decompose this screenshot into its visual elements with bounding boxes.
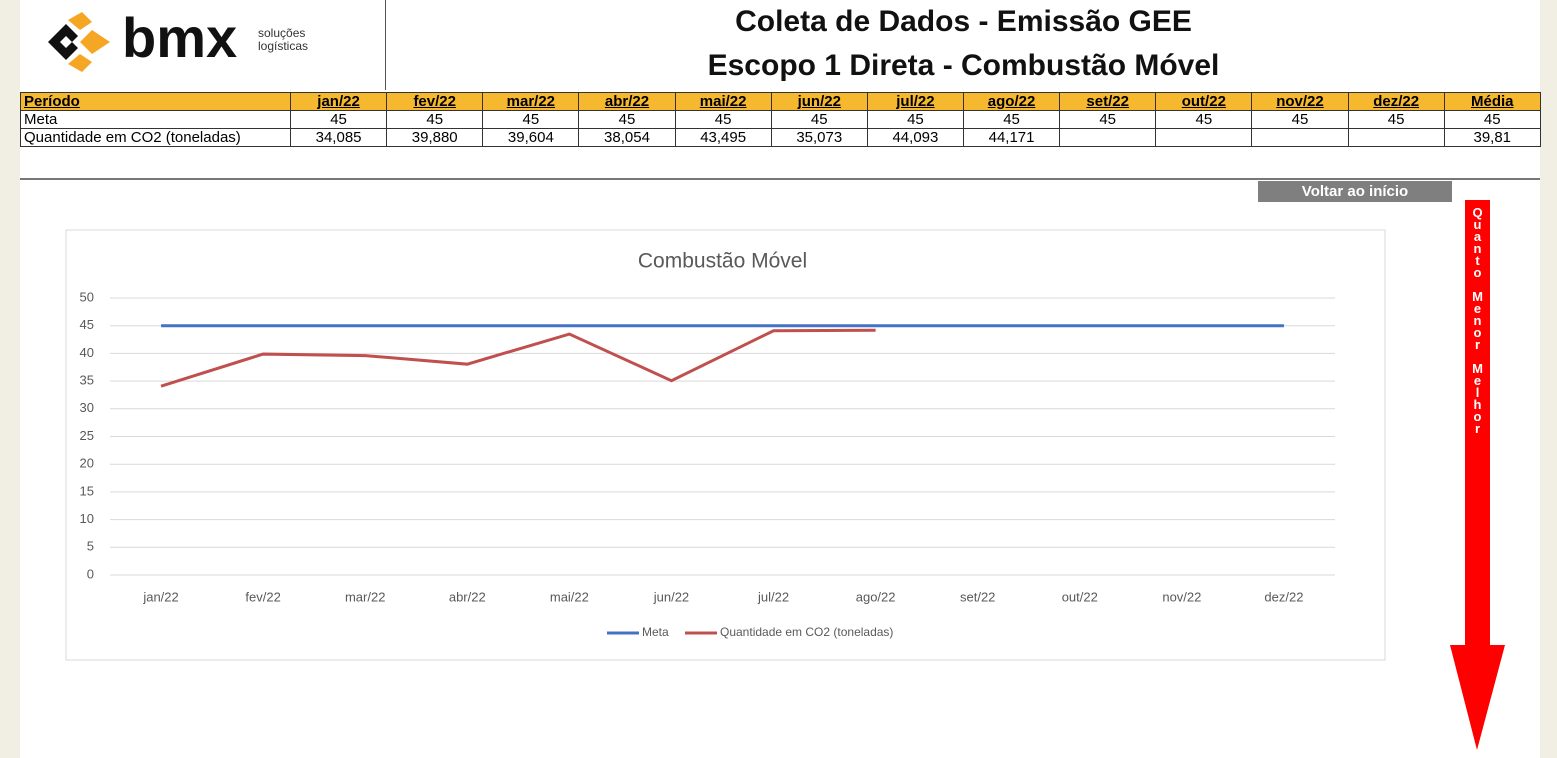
arrow (1450, 200, 1505, 750)
table-row: Meta 45 45 45 45 45 45 45 45 45 45 45 45 45 (20, 110, 1541, 129)
y-tick-label: 35 (80, 373, 94, 388)
series-line (160, 328, 876, 388)
table-cell: jul/22 (866, 92, 964, 111)
table-cell: 45 (1155, 110, 1253, 129)
table-row: Quantidade em CO2 (toneladas) 34,085 39,88… (20, 128, 1541, 147)
table-row: Período jan/22 fev/22 mar/22 abr/22 mai/22 jun… (20, 92, 1541, 111)
x-tick-label: nov/22 (1162, 589, 1201, 604)
table-cell: 45 (1347, 110, 1445, 129)
title: Escopo 1 Direta - Combustão Móvel (707, 49, 1220, 82)
table-cell: ago/22 (962, 92, 1061, 111)
table-cell: 45 (866, 110, 964, 129)
logo: bmx (122, 6, 237, 69)
data-table: Período jan/22 fev/22 mar/22 abr/22 mai/22 jun… (20, 92, 1541, 147)
table-cell: 39,880 (386, 128, 484, 147)
table-cell: out/22 (1155, 92, 1253, 111)
table-cell: jan/22 (289, 92, 388, 111)
table-cell: 44,093 (866, 128, 964, 147)
y-tick-label: 40 (80, 345, 94, 360)
table-cell: 45 (1251, 110, 1349, 129)
table-cell: 45 (289, 110, 388, 129)
title-block: Coleta de Dados - Emissão GEE Escopo 1 D… (385, 0, 1541, 90)
back-button[interactable]: Voltar ao início (1258, 181, 1452, 202)
table-cell: fev/22 (386, 92, 484, 111)
chart-frame (65, 229, 1386, 661)
table-cell: mai/22 (674, 92, 772, 111)
y-tick-label: 0 (87, 566, 94, 581)
table-cell: 39,604 (482, 128, 580, 147)
legend-label: Meta (642, 625, 669, 639)
table-cell: 35,073 (770, 128, 868, 147)
table-cell: Período (20, 92, 291, 111)
table-cell: jun/22 (770, 92, 868, 111)
x-tick-label: jan/22 (142, 589, 178, 604)
table-cell: 44,171 (962, 128, 1061, 147)
y-tick-label: 45 (80, 317, 94, 332)
x-tick-label: mar/22 (345, 589, 385, 604)
logo-sub: logísticas (258, 39, 308, 53)
x-tick-label: fev/22 (245, 589, 280, 604)
x-tick-label: mai/22 (550, 589, 589, 604)
table-cell (1251, 128, 1349, 147)
logo-sub: soluções (258, 26, 305, 40)
chart-title: Combustão Móvel (638, 250, 807, 273)
table-cell: 45 (578, 110, 676, 129)
table-cell: 38,054 (578, 128, 676, 147)
y-tick-label: 5 (87, 539, 94, 554)
y-tick-label: 30 (80, 400, 94, 415)
x-tick-label: jul/22 (757, 589, 789, 604)
divider (20, 178, 1540, 180)
table-cell: 45 (482, 110, 580, 129)
y-tick-label: 20 (80, 456, 94, 471)
table-cell: 45 (386, 110, 484, 129)
table-cell: mar/22 (482, 92, 580, 111)
table-cell: dez/22 (1347, 92, 1445, 111)
table-cell: 34,085 (289, 128, 388, 147)
table-cell: 43,495 (674, 128, 772, 147)
y-tick-label: 10 (80, 511, 94, 526)
y-tick-label: 25 (80, 428, 94, 443)
table-cell: set/22 (1059, 92, 1157, 111)
table-cell: 45 (962, 110, 1061, 129)
x-tick-label: dez/22 (1264, 589, 1303, 604)
table-cell: nov/22 (1251, 92, 1349, 111)
table-cell (1347, 128, 1445, 147)
arrow-text: Quanto Menor Melhor (1470, 205, 1485, 433)
legend-label: Quantidade em CO2 (toneladas) (720, 625, 893, 639)
logo-icon (48, 12, 110, 72)
table-cell: Quantidade em CO2 (toneladas) (20, 128, 291, 147)
table-cell: 45 (1443, 110, 1541, 129)
table-cell (1155, 128, 1253, 147)
x-tick-label: jun/22 (653, 589, 689, 604)
x-tick-label: ago/22 (856, 589, 896, 604)
table-cell: 45 (770, 110, 868, 129)
x-tick-label: set/22 (960, 589, 995, 604)
y-tick-label: 50 (80, 289, 94, 304)
title: Coleta de Dados - Emissão GEE (735, 5, 1192, 38)
x-tick-label: out/22 (1062, 589, 1098, 604)
table-cell: 45 (674, 110, 772, 129)
table-cell: 45 (1059, 110, 1157, 129)
x-tick-label: abr/22 (449, 589, 486, 604)
table-cell: Meta (20, 110, 291, 129)
table-cell: 39,81 (1443, 128, 1541, 147)
y-tick-label: 15 (80, 483, 94, 498)
table-cell: abr/22 (578, 92, 676, 111)
table-cell: Média (1443, 92, 1541, 111)
table-cell (1059, 128, 1157, 147)
